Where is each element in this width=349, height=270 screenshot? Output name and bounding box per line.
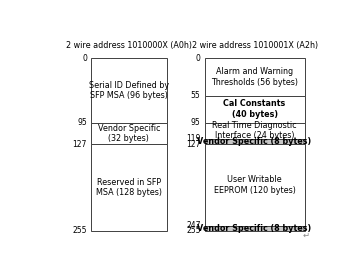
Bar: [205, 96, 305, 123]
Text: Cal Constants
(40 bytes): Cal Constants (40 bytes): [223, 99, 286, 119]
Text: 255: 255: [72, 227, 87, 235]
Text: 127: 127: [73, 140, 87, 149]
Text: 95: 95: [77, 118, 87, 127]
Text: 0: 0: [82, 54, 87, 63]
Text: 2 wire address 1010000X (A0h): 2 wire address 1010000X (A0h): [66, 41, 192, 50]
Text: 2 wire address 1010001X (A2h): 2 wire address 1010001X (A2h): [192, 41, 318, 50]
Text: Vendor Specific (8 bytes): Vendor Specific (8 bytes): [198, 137, 312, 146]
Text: 95: 95: [191, 118, 200, 127]
Text: 119: 119: [186, 134, 200, 143]
Text: Vendor Specific (8 bytes): Vendor Specific (8 bytes): [198, 224, 312, 233]
Bar: [205, 139, 305, 144]
Bar: [91, 123, 167, 144]
Text: 247: 247: [186, 221, 200, 230]
Text: Reserved in SFP
MSA (128 bytes): Reserved in SFP MSA (128 bytes): [96, 178, 162, 197]
Bar: [205, 58, 305, 96]
Bar: [91, 58, 167, 123]
Bar: [205, 225, 305, 231]
Text: Alarm and Warning
Thresholds (56 bytes): Alarm and Warning Thresholds (56 bytes): [211, 67, 298, 87]
Bar: [91, 144, 167, 231]
Text: Vendor Specific
(32 bytes): Vendor Specific (32 bytes): [98, 124, 160, 143]
Text: 255: 255: [186, 227, 200, 235]
Text: User Writable
EEPROM (120 bytes): User Writable EEPROM (120 bytes): [214, 175, 296, 195]
Text: 127: 127: [186, 140, 200, 149]
Text: 55: 55: [191, 91, 200, 100]
Bar: [205, 123, 305, 139]
Text: 0: 0: [196, 54, 200, 63]
Text: ↵: ↵: [303, 230, 310, 239]
Bar: [205, 144, 305, 225]
Text: Serial ID Defined by
SFP MSA (96 bytes): Serial ID Defined by SFP MSA (96 bytes): [89, 81, 169, 100]
Text: Real Time Diagnostic
Interface (24 bytes): Real Time Diagnostic Interface (24 bytes…: [212, 121, 297, 140]
